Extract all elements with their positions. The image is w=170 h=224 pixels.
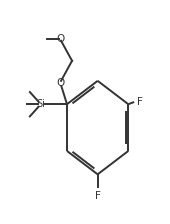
Text: F: F [137,97,143,107]
Text: O: O [56,78,64,88]
Text: O: O [56,34,64,43]
Text: Si: Si [36,99,45,109]
Text: F: F [95,191,101,201]
